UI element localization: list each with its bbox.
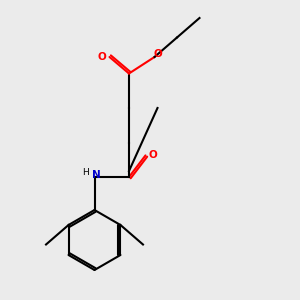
Text: N: N — [92, 170, 100, 181]
Text: O: O — [148, 150, 158, 161]
Text: O: O — [98, 52, 106, 62]
Text: H: H — [82, 168, 89, 177]
Text: O: O — [153, 49, 162, 59]
